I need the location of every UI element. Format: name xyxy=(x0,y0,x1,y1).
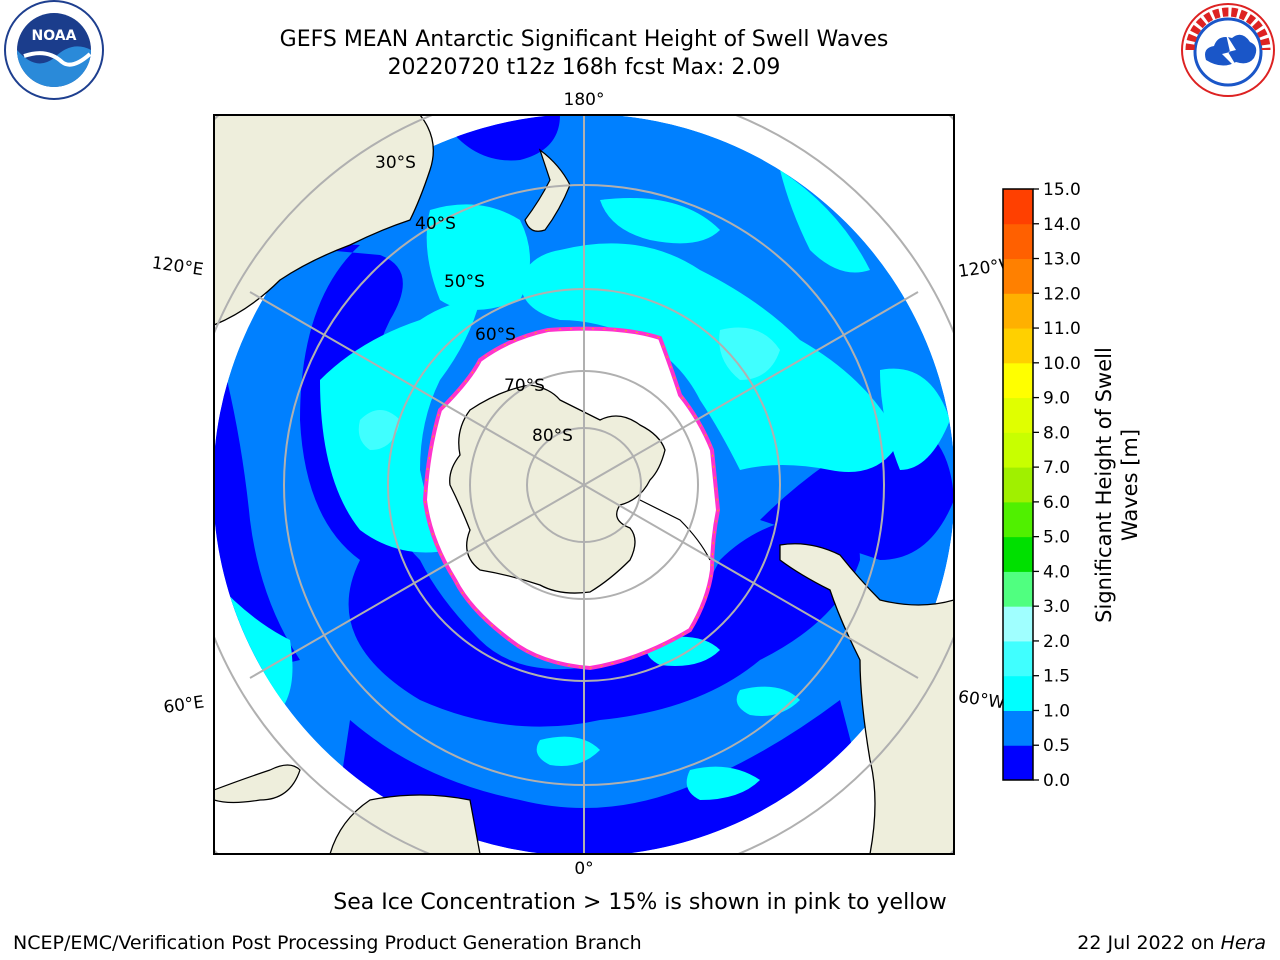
lat-label-80s: 80°S xyxy=(532,426,573,446)
south-america-landmass xyxy=(779,543,954,854)
colorbar-blocks xyxy=(1003,189,1033,781)
footer-producer: NCEP/EMC/Verification Post Processing Pr… xyxy=(13,932,642,954)
colorbar-block xyxy=(1003,675,1033,711)
lat-label-70s: 70°S xyxy=(504,376,545,396)
lat-label-50s: 50°S xyxy=(444,272,485,292)
colorbar-block xyxy=(1003,536,1033,572)
antarctica-landmass xyxy=(449,384,666,594)
colorbar-block xyxy=(1003,397,1033,433)
colorbar-tick-label: 10.0 xyxy=(1043,354,1081,374)
sea-ice-caption: Sea Ice Concentration > 15% is shown in … xyxy=(333,890,947,915)
colorbar-ticks: 0.0 0.5 1.0 1.5 2.0 3.0 4.0 5.0 6.0 7.0 8.0 9.0 10.0… xyxy=(1033,180,1081,790)
map-frame xyxy=(213,114,955,855)
footer-date-text: 22 Jul 2022 on xyxy=(1077,932,1221,954)
colorbar-block xyxy=(1003,189,1033,225)
noaa-logo: NOAA xyxy=(4,0,104,100)
noaa-logo-text: NOAA xyxy=(32,28,77,44)
graticule xyxy=(214,115,954,854)
colorbar-tick-label: 0.5 xyxy=(1043,736,1070,756)
colorbar-block xyxy=(1003,467,1033,503)
colorbar-block xyxy=(1003,571,1033,607)
colorbar-tick-label: 1.0 xyxy=(1043,701,1070,721)
colorbar-tick-label: 2.0 xyxy=(1043,632,1070,652)
colorbar-tick-label: 1.5 xyxy=(1043,667,1070,687)
colorbar-block xyxy=(1003,293,1033,329)
footer-date: 22 Jul 2022 on Hera xyxy=(1077,932,1266,954)
nws-logo xyxy=(1181,3,1275,97)
new-zealand-landmass xyxy=(524,148,571,232)
colorbar-tick-label: 4.0 xyxy=(1043,562,1070,582)
colorbar-block xyxy=(1003,362,1033,399)
colorbar-block xyxy=(1003,501,1033,538)
colorbar-tick-label: 14.0 xyxy=(1043,215,1081,235)
colorbar-tick-label: 15.0 xyxy=(1043,180,1081,200)
footer-host: Hera xyxy=(1220,932,1266,954)
lon-label-60e: 60°E xyxy=(162,692,205,717)
chart-title: GEFS MEAN Antarctic Significant Height o… xyxy=(279,27,889,52)
lat-label-30s: 30°S xyxy=(375,153,416,173)
colorbar-block xyxy=(1003,710,1033,746)
chart-subtitle: 20220720 t12z 168h fcst Max: 2.09 xyxy=(387,55,781,80)
colorbar-tick-label: 3.0 xyxy=(1043,597,1070,617)
colorbar-tick-label: 11.0 xyxy=(1043,319,1081,339)
colorbar-block xyxy=(1003,745,1033,781)
colorbar-label: Significant Height of Swell Waves [m] xyxy=(1092,347,1142,623)
lat-label-40s: 40°S xyxy=(415,214,456,234)
australia-landmass xyxy=(214,115,434,326)
colorbar-block xyxy=(1003,258,1033,294)
colorbar-tick-label: 12.0 xyxy=(1043,284,1081,304)
colorbar-tick-label: 8.0 xyxy=(1043,423,1070,443)
lon-label-0: 0° xyxy=(574,859,593,879)
swell-mid-zone xyxy=(520,243,900,472)
colorbar: 0.0 0.5 1.0 1.5 2.0 3.0 4.0 5.0 6.0 7.0 8.0 9.0 10.0… xyxy=(1002,180,1081,790)
lat-label-60s: 60°S xyxy=(475,325,516,345)
colorbar-tick-label: 5.0 xyxy=(1043,528,1070,548)
colorbar-tick-label: 9.0 xyxy=(1043,389,1070,409)
colorbar-tick-label: 6.0 xyxy=(1043,493,1070,513)
lon-label-120e: 120°E xyxy=(151,253,205,280)
colorbar-block xyxy=(1003,223,1033,260)
colorbar-block xyxy=(1003,640,1033,677)
colorbar-tick-label: 13.0 xyxy=(1043,250,1081,270)
colorbar-block xyxy=(1003,606,1033,642)
africa-landmass xyxy=(329,794,481,854)
colorbar-block xyxy=(1003,328,1033,364)
lon-label-180: 180° xyxy=(564,90,605,110)
colorbar-frame xyxy=(1002,188,1034,781)
colorbar-tick-label: 7.0 xyxy=(1043,458,1070,478)
colorbar-block xyxy=(1003,432,1033,468)
colorbar-tick-label: 0.0 xyxy=(1043,771,1070,790)
